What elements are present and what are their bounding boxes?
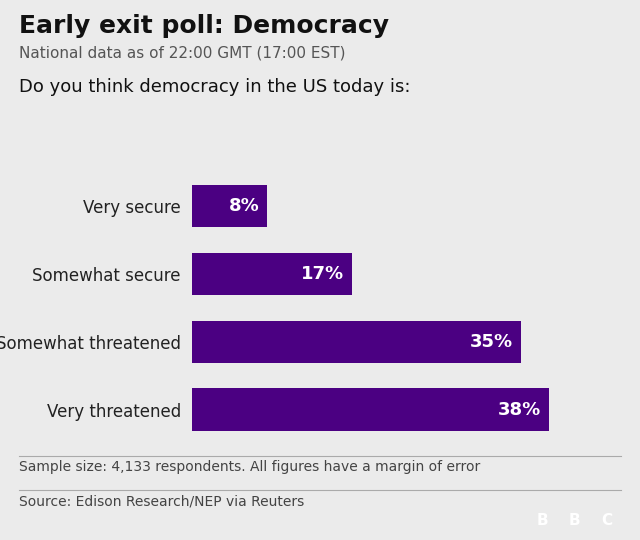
Text: B: B	[536, 512, 548, 528]
Bar	[192, 321, 520, 363]
Text: Sample size: 4,133 respondents. All figures have a margin of error: Sample size: 4,133 respondents. All figu…	[19, 460, 481, 474]
Text: 38%: 38%	[498, 401, 541, 418]
Text: C: C	[601, 512, 612, 528]
Text: 8%: 8%	[229, 197, 260, 215]
Text: 35%: 35%	[470, 333, 513, 350]
Bar	[192, 253, 351, 295]
Bar	[192, 185, 267, 227]
Text: National data as of 22:00 GMT (17:00 EST): National data as of 22:00 GMT (17:00 EST…	[19, 46, 346, 61]
Text: B: B	[568, 512, 580, 528]
Text: Early exit poll: Democracy: Early exit poll: Democracy	[19, 14, 389, 37]
Text: 17%: 17%	[301, 265, 344, 283]
Text: Do you think democracy in the US today is:: Do you think democracy in the US today i…	[19, 78, 411, 96]
Bar	[192, 388, 548, 430]
Text: Source: Edison Research/NEP via Reuters: Source: Edison Research/NEP via Reuters	[19, 494, 305, 508]
